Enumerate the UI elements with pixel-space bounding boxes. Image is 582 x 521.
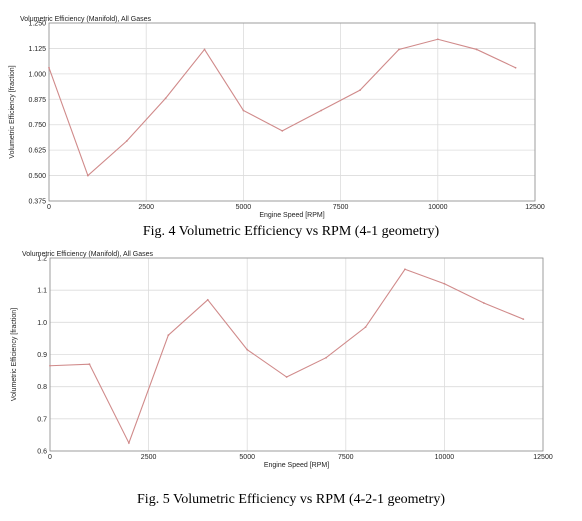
data-point xyxy=(443,282,446,285)
x-tick-label: 7500 xyxy=(333,204,349,211)
y-tick-label: 0.875 xyxy=(28,97,46,104)
data-point xyxy=(285,376,288,378)
chart-fig-5: 0.6 0.7 0.8 0.9 1.0 1.1 1.2 0 2500 5000 7500 10000 1… xyxy=(11,251,553,469)
plot-frame xyxy=(49,257,544,452)
x-tick-label: 12500 xyxy=(525,204,545,211)
x-tick-label: 0 xyxy=(47,204,51,211)
data-point xyxy=(325,356,327,359)
data-point xyxy=(127,442,130,444)
y-tick-label: 1.125 xyxy=(28,46,46,53)
chart-title: Volumetric Efficiency (Manifold), All Ga… xyxy=(20,16,151,23)
data-point xyxy=(167,334,170,337)
data-point xyxy=(514,66,517,69)
data-point xyxy=(86,174,89,177)
y-tick-label: 0.8 xyxy=(37,384,47,391)
x-tick-label: 10000 xyxy=(428,204,448,211)
figure-5-caption: Fig. 5 Volumetric Efficiency vs RPM (4-2… xyxy=(137,492,445,507)
data-point xyxy=(364,326,367,329)
y-axis-label: Volumetric Efficiency [fraction] xyxy=(9,65,16,158)
plot-frame xyxy=(48,22,536,202)
y-tick-label: 0.750 xyxy=(28,122,46,129)
data-point xyxy=(359,89,361,92)
data-point xyxy=(88,363,91,366)
x-tick-label: 7500 xyxy=(338,454,354,461)
data-point xyxy=(246,348,249,351)
chart-title: Volumetric Efficiency (Manifold), All Ga… xyxy=(22,251,153,258)
y-tick-label: 1.0 xyxy=(37,320,47,327)
data-point xyxy=(398,48,400,51)
x-tick-label: 0 xyxy=(48,454,52,461)
y-tick-label: 1.1 xyxy=(37,288,47,295)
data-point xyxy=(242,109,245,112)
y-tick-label: 1.250 xyxy=(28,21,46,28)
data-point xyxy=(522,318,525,321)
data-point xyxy=(475,48,478,51)
y-tick-label: 0.6 xyxy=(37,449,47,456)
data-point xyxy=(125,140,128,142)
series-line xyxy=(49,268,524,445)
data-point xyxy=(281,129,284,132)
x-tick-label: 10000 xyxy=(435,454,455,461)
data-point xyxy=(49,364,51,367)
x-tick-label: 2500 xyxy=(141,454,157,461)
x-tick-label: 5000 xyxy=(239,454,255,461)
y-tick-label: 1.2 xyxy=(37,256,47,263)
x-tick-label: 5000 xyxy=(236,204,252,211)
y-tick-label: 0.375 xyxy=(28,199,46,206)
data-point xyxy=(404,268,406,271)
data-point xyxy=(164,97,167,100)
data-point xyxy=(206,298,209,301)
data-point xyxy=(203,48,206,51)
y-tick-label: 0.7 xyxy=(37,416,47,423)
y-tick-label: 0.625 xyxy=(28,148,46,155)
x-tick-label: 2500 xyxy=(138,204,154,211)
series-line xyxy=(48,38,516,177)
data-point xyxy=(48,66,50,69)
figure-4: 0.375 0.500 0.625 0.750 0.875 1.000 1.125 1.250… xyxy=(0,0,582,246)
y-tick-label: 0.9 xyxy=(37,352,47,359)
y-axis-label: Volumetric Efficiency [fraction] xyxy=(11,308,18,401)
figure-5: 0.6 0.7 0.8 0.9 1.0 1.1 1.2 0 2500 5000 7500 10000 1… xyxy=(0,246,582,521)
data-point xyxy=(436,38,439,41)
y-tick-label: 0.500 xyxy=(28,173,46,180)
x-tick-label: 12500 xyxy=(533,454,553,461)
chart-fig-4: 0.375 0.500 0.625 0.750 0.875 1.000 1.125 1.250… xyxy=(9,16,545,219)
x-axis-label: Engine Speed [RPM] xyxy=(264,462,329,469)
figure-4-caption: Fig. 4 Volumetric Efficiency vs RPM (4-1… xyxy=(142,224,440,239)
y-tick-label: 1.000 xyxy=(28,71,46,78)
data-point xyxy=(320,109,323,112)
data-point xyxy=(482,302,485,304)
x-axis-label: Engine Speed [RPM] xyxy=(259,212,324,219)
